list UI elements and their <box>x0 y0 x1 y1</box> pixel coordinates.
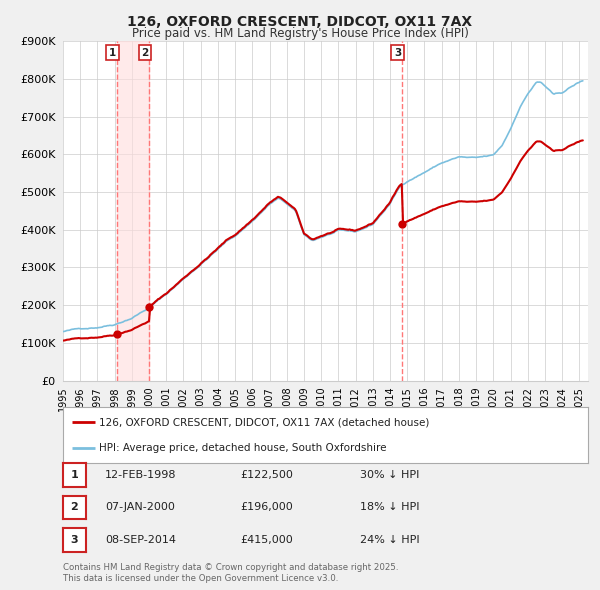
Text: 126, OXFORD CRESCENT, DIDCOT, OX11 7AX (detached house): 126, OXFORD CRESCENT, DIDCOT, OX11 7AX (… <box>98 417 429 427</box>
Bar <box>117 41 149 381</box>
Text: 126, OXFORD CRESCENT, DIDCOT, OX11 7AX: 126, OXFORD CRESCENT, DIDCOT, OX11 7AX <box>127 15 473 29</box>
Text: 07-JAN-2000: 07-JAN-2000 <box>105 503 175 512</box>
Text: 18% ↓ HPI: 18% ↓ HPI <box>360 503 419 512</box>
Text: Contains HM Land Registry data © Crown copyright and database right 2025.: Contains HM Land Registry data © Crown c… <box>63 563 398 572</box>
Text: 2: 2 <box>71 503 78 512</box>
Text: 30% ↓ HPI: 30% ↓ HPI <box>360 470 419 480</box>
Text: 12-FEB-1998: 12-FEB-1998 <box>105 470 176 480</box>
Text: 1: 1 <box>109 48 116 58</box>
Text: £122,500: £122,500 <box>240 470 293 480</box>
Text: This data is licensed under the Open Government Licence v3.0.: This data is licensed under the Open Gov… <box>63 574 338 583</box>
Text: 3: 3 <box>71 535 78 545</box>
Text: £196,000: £196,000 <box>240 503 293 512</box>
Text: £415,000: £415,000 <box>240 535 293 545</box>
Text: 08-SEP-2014: 08-SEP-2014 <box>105 535 176 545</box>
Text: HPI: Average price, detached house, South Oxfordshire: HPI: Average price, detached house, Sout… <box>98 443 386 453</box>
Text: Price paid vs. HM Land Registry's House Price Index (HPI): Price paid vs. HM Land Registry's House … <box>131 27 469 40</box>
Text: 1: 1 <box>71 470 78 480</box>
Text: 2: 2 <box>142 48 149 58</box>
Text: 24% ↓ HPI: 24% ↓ HPI <box>360 535 419 545</box>
Text: 3: 3 <box>394 48 401 58</box>
